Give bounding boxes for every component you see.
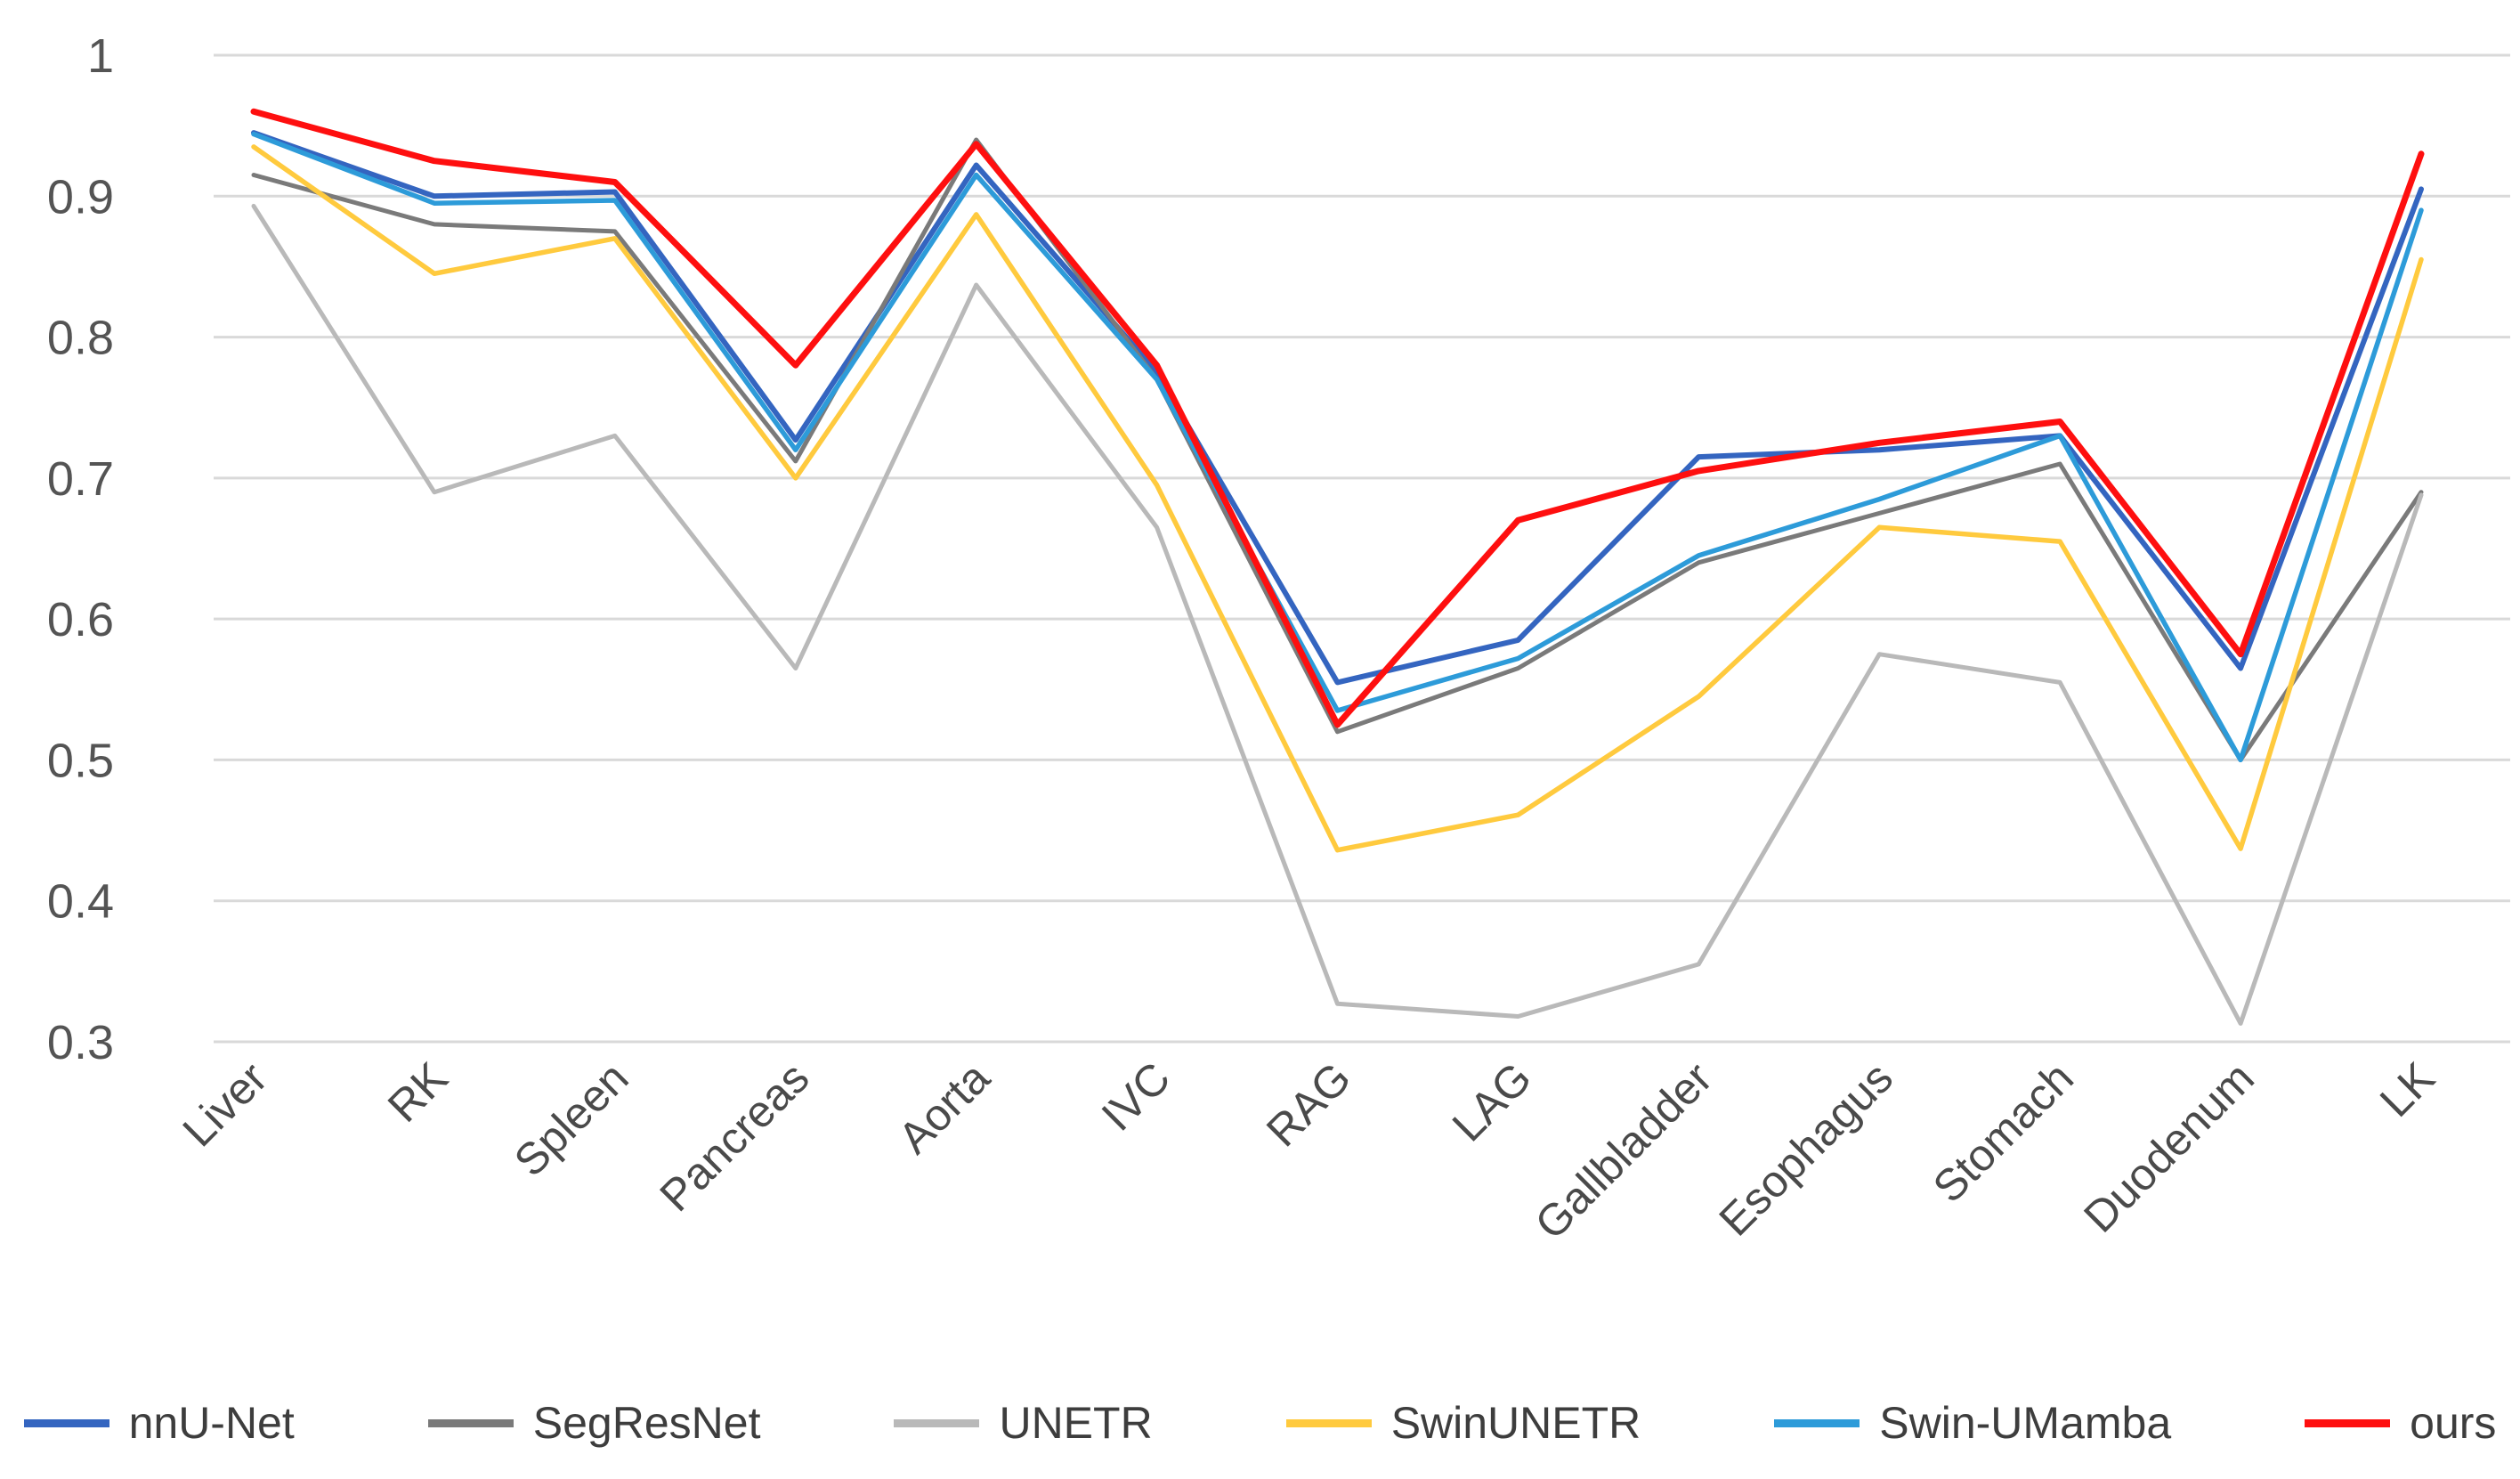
series-line-ours bbox=[250, 108, 2425, 728]
x-axis-label: Duodenum bbox=[2074, 1052, 2264, 1242]
y-tick-label: 0.6 bbox=[47, 593, 114, 646]
x-axis-label: IVC bbox=[1092, 1052, 1180, 1141]
legend-item-SegResNet: SegResNet bbox=[427, 1397, 761, 1449]
x-axis-label: LAG bbox=[1443, 1052, 1541, 1150]
y-tick-label: 1 bbox=[87, 29, 114, 83]
x-axis-label: Pancreas bbox=[651, 1052, 819, 1221]
x-axis: Liver RK Spleen Pancreas Aorta IVC RAG LAGGallb… bbox=[174, 1052, 2444, 1249]
x-axis-label: RK bbox=[378, 1052, 458, 1132]
legend-label: SegResNet bbox=[532, 1398, 761, 1448]
series-line-SwinUNETR bbox=[251, 144, 2424, 853]
x-axis-label: Liver bbox=[174, 1052, 277, 1156]
y-axis: 1 0.9 0.8 0.7 0.6 0.5 0.4 0.3 bbox=[47, 29, 114, 1069]
gridlines bbox=[214, 53, 2510, 1044]
legend-swatch-UNETR bbox=[894, 1418, 980, 1427]
x-axis-label: RAG bbox=[1257, 1052, 1360, 1156]
series-line-SegResNet bbox=[251, 137, 2424, 762]
y-tick-label: 0.7 bbox=[47, 452, 114, 506]
legend-label: nnU-Net bbox=[128, 1398, 295, 1448]
x-axis-label: Stomach bbox=[1924, 1052, 2083, 1212]
x-axis-label: Aorta bbox=[888, 1052, 999, 1163]
legend-item-UNETR: UNETR bbox=[894, 1397, 1153, 1449]
legend-swatch-SegResNet bbox=[427, 1418, 514, 1427]
legend-swatch-Swin-UMamba bbox=[1774, 1418, 1860, 1427]
y-tick-label: 0.8 bbox=[47, 312, 114, 365]
legend-item-nnU-Net: nnU-Net bbox=[23, 1397, 295, 1449]
y-tick-label: 0.5 bbox=[47, 734, 114, 787]
legend-label: UNETR bbox=[999, 1398, 1153, 1448]
y-tick-label: 0.9 bbox=[47, 170, 114, 223]
legend-item-SwinUNETR: SwinUNETR bbox=[1285, 1397, 1641, 1449]
legend-item-ours: ours bbox=[2305, 1397, 2496, 1449]
series-line-Swin-UMamba bbox=[251, 131, 2424, 763]
legend-swatch-nnU-Net bbox=[23, 1418, 109, 1427]
series-line-UNETR bbox=[251, 203, 2424, 1026]
x-axis-label: Gallbladder bbox=[1526, 1052, 1722, 1248]
legend-swatch-ours bbox=[2305, 1418, 2391, 1427]
legend-item-Swin-UMamba: Swin-UMamba bbox=[1774, 1397, 2171, 1449]
x-axis-label: LK bbox=[2370, 1052, 2444, 1126]
y-tick-label: 0.4 bbox=[47, 875, 114, 929]
legend-label: Swin-UMamba bbox=[1879, 1398, 2172, 1448]
legend-label: SwinUNETR bbox=[1390, 1398, 1641, 1448]
x-axis-label: Esophagus bbox=[1710, 1052, 1903, 1246]
x-axis-label: Spleen bbox=[505, 1052, 638, 1186]
y-tick-label: 0.3 bbox=[47, 1016, 114, 1069]
series-lines bbox=[250, 108, 2425, 1026]
chart-legend: nnU-Net SegResNet UNETR SwinUNETR Swin-UMamb… bbox=[0, 1378, 2520, 1467]
legend-label: ours bbox=[2410, 1398, 2497, 1448]
legend-swatch-SwinUNETR bbox=[1285, 1418, 1372, 1427]
